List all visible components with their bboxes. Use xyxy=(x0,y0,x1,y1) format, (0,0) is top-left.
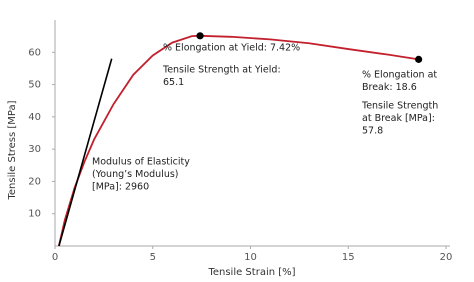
x-tick-label: 5 xyxy=(150,252,156,263)
x-tick-label: 20 xyxy=(440,252,453,263)
annotation: Modulus of Elasticity xyxy=(92,157,190,168)
y-tick-label: 20 xyxy=(28,176,41,187)
y-tick-label: 30 xyxy=(28,144,41,155)
curve xyxy=(58,58,113,247)
annotation: Tensile Strength at Yield: xyxy=(162,65,281,76)
curve xyxy=(58,34,419,247)
x-tick-label: 15 xyxy=(342,252,355,263)
x-axis-label: Tensile Strain [%] xyxy=(207,267,295,278)
point xyxy=(196,32,204,40)
y-axis-label: Tensile Stress [MPa] xyxy=(7,100,18,200)
y-tick-label: 50 xyxy=(28,80,41,91)
annotation: Break: 18.6 xyxy=(362,82,417,93)
annotation: 65.1 xyxy=(163,77,184,88)
y-tick-label: 40 xyxy=(28,112,41,123)
x-tick-label: 10 xyxy=(244,252,257,263)
annotation: % Elongation at Yield: 7.42% xyxy=(163,43,300,54)
point xyxy=(415,55,423,63)
y-tick-label: 10 xyxy=(28,209,41,220)
x-tick-label: 0 xyxy=(52,252,58,263)
annotation: Tensile Strength xyxy=(361,101,438,112)
annotation: [MPa]: 2960 xyxy=(92,182,149,193)
annotation: 57.8 xyxy=(362,126,383,137)
y-tick-label: 60 xyxy=(28,47,41,58)
annotation: % Elongation at xyxy=(362,70,437,81)
annotation: at Break [MPa]: xyxy=(362,113,435,124)
annotation: (Young’s Modulus) xyxy=(92,169,179,180)
